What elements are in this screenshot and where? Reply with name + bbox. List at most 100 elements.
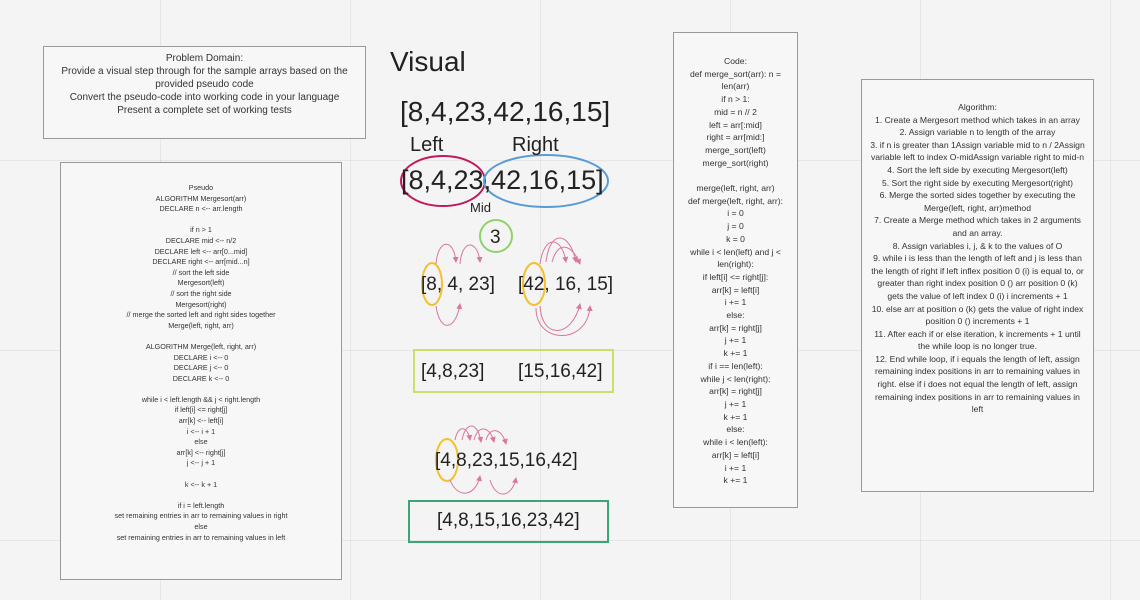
code-line: while j < len(right): bbox=[700, 373, 771, 384]
pseudo-line: if i = left.length bbox=[177, 500, 225, 510]
pseudo-line: set remaining entries in arr to remainin… bbox=[116, 532, 286, 542]
mid-value: 3 bbox=[490, 227, 501, 248]
pseudo-line: j <-- j + 1 bbox=[186, 458, 216, 468]
sorted-left-array: [4,8,23] bbox=[421, 361, 485, 382]
pseudo-line: // sort the right side bbox=[170, 288, 232, 298]
code-line bbox=[674, 169, 797, 182]
domain-line: provided pseudo code bbox=[155, 79, 254, 90]
pseudocode-note: Pseudo ALGORITHM Mergesort(arr) DECLARE n … bbox=[60, 162, 342, 580]
code-line: else: bbox=[726, 310, 745, 321]
input-array: [8,4,23,42,16,15] bbox=[400, 96, 611, 127]
code-line: if left[i] <= right[j]: bbox=[702, 271, 769, 282]
pseudo-line bbox=[61, 331, 341, 342]
algorithm-line: 2. Assign variable n to length of the ar… bbox=[899, 127, 1056, 138]
pseudo-line bbox=[61, 215, 341, 226]
pseudo-line: arr[k] <-- left[i] bbox=[178, 416, 224, 426]
algorithm-line: 11. After each if or else iteration, k i… bbox=[874, 328, 1084, 352]
pseudo-line bbox=[61, 384, 341, 395]
pseudo-line: DECLARE k <-- 0 bbox=[172, 373, 230, 383]
code-line: merge_sort(left) bbox=[705, 144, 766, 155]
code-line: while i < len(left) and j < bbox=[690, 246, 781, 257]
code-line: def merge_sort(arr): n = bbox=[690, 68, 781, 79]
mid-label: Mid bbox=[470, 200, 491, 215]
algorithm-line: 10. else arr at position o (k) gets the … bbox=[871, 303, 1086, 327]
pseudo-line bbox=[61, 469, 341, 480]
code-note: Code: def merge_sort(arr): n = len(arr) if … bbox=[673, 32, 798, 508]
algorithm-line: 1. Create a Mergesort method which takes… bbox=[875, 114, 1080, 125]
code-line: mid = n // 2 bbox=[714, 106, 757, 117]
domain-line: Present a complete set of working tests bbox=[117, 105, 292, 116]
code-line: else: bbox=[726, 424, 745, 435]
code-line: right = arr[mid:] bbox=[706, 132, 765, 143]
code-line: k += 1 bbox=[723, 348, 748, 359]
algorithm-line: 8. Assign variables i, j, & k to the val… bbox=[892, 240, 1063, 251]
pseudo-line: DECLARE i <-- 0 bbox=[173, 352, 229, 362]
pseudo-line: i <-- i + 1 bbox=[186, 426, 216, 436]
code-line: merge(left, right, arr) bbox=[696, 183, 775, 194]
code-line: arr[k] = left[i] bbox=[711, 284, 760, 295]
pseudo-line bbox=[61, 490, 341, 501]
pseudo-line: if left[i] <= right[j] bbox=[174, 405, 228, 415]
code-line: merge_sort(right) bbox=[702, 157, 769, 168]
final-sorted-array: [4,8,15,16,23,42] bbox=[437, 510, 580, 531]
code-line: k += 1 bbox=[723, 411, 748, 422]
code-line: if n > 1: bbox=[721, 94, 750, 105]
pseudo-line: else bbox=[194, 437, 208, 447]
domain-line: Convert the pseudo-code into working cod… bbox=[69, 92, 340, 103]
pseudo-line: if n > 1 bbox=[190, 225, 212, 235]
right-half-array: [42, 16, 15] bbox=[518, 274, 614, 295]
split-array: [8,4,23,42,16,15] bbox=[401, 165, 604, 195]
pseudo-line: // merge the sorted left and right sides… bbox=[126, 310, 276, 320]
pseudo-line: else bbox=[194, 522, 208, 531]
left-half-array: [8, 4, 23] bbox=[421, 274, 495, 295]
pseudo-line: Merge(left, right, arr) bbox=[168, 320, 234, 330]
visual-title: Visual bbox=[390, 46, 466, 77]
code-line: j = 0 bbox=[727, 221, 744, 232]
code-line: j += 1 bbox=[724, 335, 747, 346]
pseudo-line: ALGORITHM Mergesort(arr) bbox=[155, 193, 247, 203]
code-line: arr[k] = right[j] bbox=[709, 386, 762, 397]
merged-halves-array: [4,8,23,15,16,42] bbox=[435, 450, 578, 471]
domain-line: Problem Domain: bbox=[165, 53, 244, 64]
pseudo-line: set remaining entries in arr to remainin… bbox=[114, 511, 288, 521]
code-line: i += 1 bbox=[724, 462, 747, 473]
pseudo-line: DECLARE n <-- arr.length bbox=[159, 204, 243, 214]
code-line: Code: bbox=[724, 56, 747, 66]
pseudo-line: DECLARE mid <-- n/2 bbox=[165, 235, 237, 245]
code-line: arr[k] = left[i] bbox=[711, 449, 760, 460]
pseudo-line: ALGORITHM Merge(left, right, arr) bbox=[145, 341, 257, 351]
pseudo-line: Pseudo bbox=[188, 183, 214, 192]
pseudo-line: DECLARE j <-- 0 bbox=[173, 363, 229, 373]
code-line: k = 0 bbox=[726, 233, 745, 244]
code-line: i = 0 bbox=[727, 208, 744, 219]
pseudo-line: arr[k] <-- right[j] bbox=[176, 447, 226, 457]
pseudo-line: Mergesort(right) bbox=[175, 299, 227, 309]
algorithm-line: Algorithm: bbox=[958, 102, 997, 112]
code-line: left = arr[:mid] bbox=[709, 119, 762, 130]
algorithm-line: 9. while i is less than the length of le… bbox=[871, 253, 1087, 301]
right-label: Right bbox=[512, 134, 559, 156]
algorithm-line: 4. Sort the left side by executing Merge… bbox=[887, 164, 1068, 175]
domain-line: Provide a visual step through for the sa… bbox=[61, 66, 348, 77]
pseudo-line: while i < left.length && j < right.lengt… bbox=[141, 394, 261, 404]
pseudo-line: k <-- k + 1 bbox=[184, 479, 218, 489]
problem-domain-note: Problem Domain: Provide a visual step thr… bbox=[43, 46, 366, 139]
algorithm-note: Algorithm: 1. Create a Mergesort method w… bbox=[861, 79, 1094, 492]
pseudo-line: DECLARE left <-- arr[0...mid] bbox=[154, 246, 248, 256]
code-line: if i == len(left): bbox=[708, 360, 763, 371]
code-line: arr[k] = right[j] bbox=[709, 322, 762, 333]
algorithm-line: 6. Merge the sorted sides together by ex… bbox=[879, 190, 1078, 213]
code-line: j += 1 bbox=[724, 398, 747, 409]
algorithm-line: 3. if n is greater than 1Assign variable… bbox=[870, 139, 1088, 163]
code-line: i += 1 bbox=[724, 297, 747, 308]
code-line: def merge(left, right, arr): bbox=[687, 195, 784, 206]
code-line: len(arr) bbox=[721, 81, 750, 92]
algorithm-line: 7. Create a Merge method which takes in … bbox=[874, 215, 1084, 238]
code-line: len(right): bbox=[717, 259, 754, 270]
pseudo-line: // sort the left side bbox=[172, 267, 230, 277]
algorithm-line: 5. Sort the right side by executing Merg… bbox=[881, 177, 1074, 188]
pseudo-line: DECLARE right <-- arr[mid...n] bbox=[152, 257, 250, 267]
left-label: Left bbox=[410, 134, 444, 156]
algorithm-line: 12. End while loop, if i equals the leng… bbox=[875, 353, 1083, 415]
pseudo-line: Mergesort(left) bbox=[177, 278, 225, 288]
